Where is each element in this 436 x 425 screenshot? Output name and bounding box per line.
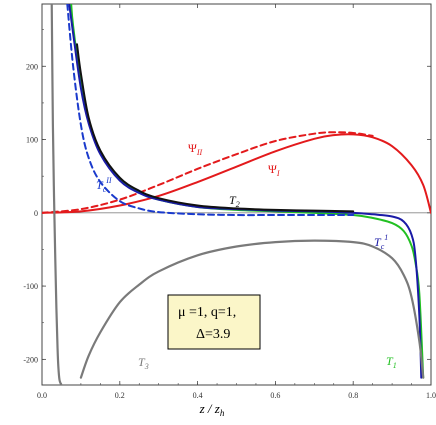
series-label-main: Ψ	[268, 162, 277, 176]
y-tick-label: -200	[23, 355, 38, 364]
x-tick-label: 1.0	[426, 391, 436, 400]
x-tick-label: 0.6	[270, 391, 280, 400]
x-tick-label: 0.2	[115, 391, 125, 400]
series-line-T3b	[79, 239, 425, 379]
series-label-psi_I: ΨI	[268, 162, 280, 178]
x-tick-label: 0.8	[348, 391, 358, 400]
series-label-main: T	[138, 355, 146, 369]
x-axis-label-main: z / z	[199, 401, 220, 416]
series-label-main: T	[374, 235, 382, 249]
x-axis-label-sub: h	[220, 408, 225, 418]
series-label-T2: T2	[229, 193, 240, 209]
series-line-T2	[76, 43, 355, 213]
annotation-line-2: Δ=3.9	[196, 327, 230, 342]
series-label-main: Ψ	[188, 141, 197, 155]
y-tick-label: 0	[34, 209, 38, 218]
series-label-main: T	[96, 178, 104, 192]
series-label-sup: II	[105, 176, 112, 185]
annotation-line-1: μ =1, q=1,	[178, 305, 236, 320]
x-tick-label: 0.0	[37, 391, 47, 400]
series-label-sub: c	[103, 185, 107, 194]
y-tick-label: 200	[26, 62, 38, 71]
series-label-psi_II: ΨII	[188, 141, 203, 157]
series-label-T1: T1	[386, 354, 397, 370]
series-label-main: T	[229, 193, 237, 207]
series-label-sub: 1	[393, 361, 397, 370]
series-label-sub: I	[276, 169, 280, 178]
series-label-T3: T3	[138, 355, 149, 371]
x-axis-label: z / zh	[199, 401, 225, 418]
y-tick-label: 100	[26, 136, 38, 145]
series-line-T3	[50, 4, 63, 385]
series-label-sub: 3	[144, 362, 149, 371]
annotation-background	[167, 294, 261, 350]
series-line-psi_II	[42, 131, 374, 214]
y-tick-label: -100	[23, 282, 38, 291]
series-label-sub: II	[196, 148, 203, 157]
series-line-TcII	[66, 4, 355, 217]
series-label-sup: 1	[384, 233, 388, 242]
series-label-main: T	[386, 354, 394, 368]
annotation-box: μ =1, q=1, Δ=3.9	[167, 294, 261, 350]
series-label-TcII: TcII	[96, 176, 112, 194]
x-tick-label: 0.4	[193, 391, 203, 400]
series-label-sub: c	[381, 242, 385, 251]
series-line-psi_I	[42, 133, 431, 214]
series-label-Tc1: Tc1	[374, 233, 388, 251]
series-label-sub: 2	[236, 200, 240, 209]
